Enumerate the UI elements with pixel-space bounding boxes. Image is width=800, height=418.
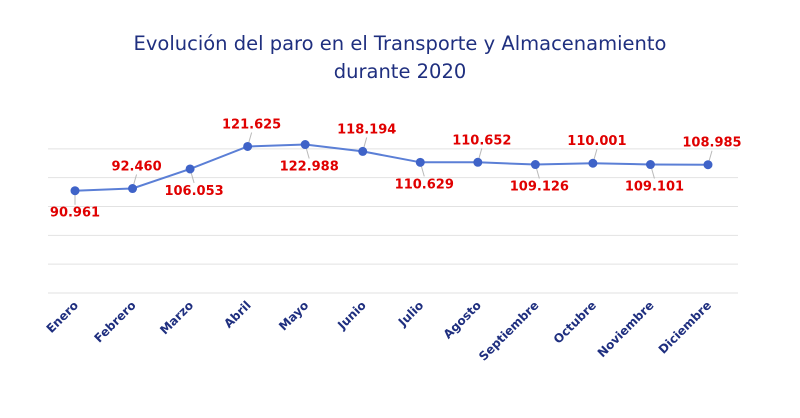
- data-points: [70, 140, 713, 196]
- data-point-junio: [358, 146, 368, 156]
- data-label-abril: 121.625: [222, 117, 281, 132]
- tick-label-octubre: Octubre: [551, 298, 599, 346]
- data-point-julio: [415, 157, 425, 167]
- data-label-diciembre: 108.985: [682, 136, 741, 151]
- data-label-agosto: 110.652: [452, 133, 511, 148]
- data-label-mayo: 122.988: [280, 160, 339, 175]
- tick-label-enero: Enero: [44, 298, 82, 336]
- tick-label-diciembre: Diciembre: [656, 298, 714, 356]
- chart-title-line-2: durante 2020: [333, 60, 467, 83]
- data-point-noviembre: [645, 160, 655, 170]
- tick-label-noviembre: Noviembre: [595, 298, 657, 360]
- x-axis-tick-labels: Enero Febrero Marzo Abril Mayo Junio Julio Agos…: [44, 298, 715, 363]
- tick-label-febrero: Febrero: [92, 298, 139, 345]
- chart-title: Evolución del paro en el Transporte y Al…: [0, 30, 800, 86]
- tick-label-septiembre: Septiembre: [476, 298, 541, 363]
- chart-title-line-1: Evolución del paro en el Transporte y Al…: [133, 32, 667, 55]
- data-point-enero: [70, 186, 80, 196]
- data-point-octubre: [588, 158, 598, 168]
- data-point-mayo: [300, 140, 310, 150]
- data-point-marzo: [185, 164, 195, 174]
- data-label-junio: 118.194: [337, 122, 396, 137]
- data-label-octubre: 110.001: [567, 134, 626, 149]
- tick-label-julio: Julio: [395, 298, 426, 329]
- data-label-febrero: 92.460: [111, 160, 161, 175]
- data-label-noviembre: 109.101: [625, 180, 684, 195]
- data-point-agosto: [473, 157, 483, 167]
- data-point-febrero: [128, 184, 138, 194]
- data-label-marzo: 106.053: [164, 184, 223, 199]
- data-label-septiembre: 109.126: [510, 180, 569, 195]
- data-label-julio: 110.629: [395, 177, 454, 192]
- tick-label-abril: Abril: [221, 298, 254, 331]
- tick-label-junio: Junio: [334, 298, 369, 333]
- tick-label-marzo: Marzo: [157, 298, 196, 337]
- data-label-enero: 90.961: [50, 206, 100, 221]
- series-line: [74, 143, 709, 192]
- tick-label-agosto: Agosto: [441, 298, 484, 341]
- data-point-septiembre: [530, 160, 540, 170]
- data-point-diciembre: [703, 160, 713, 170]
- tick-label-mayo: Mayo: [276, 298, 311, 333]
- data-point-abril: [243, 141, 253, 151]
